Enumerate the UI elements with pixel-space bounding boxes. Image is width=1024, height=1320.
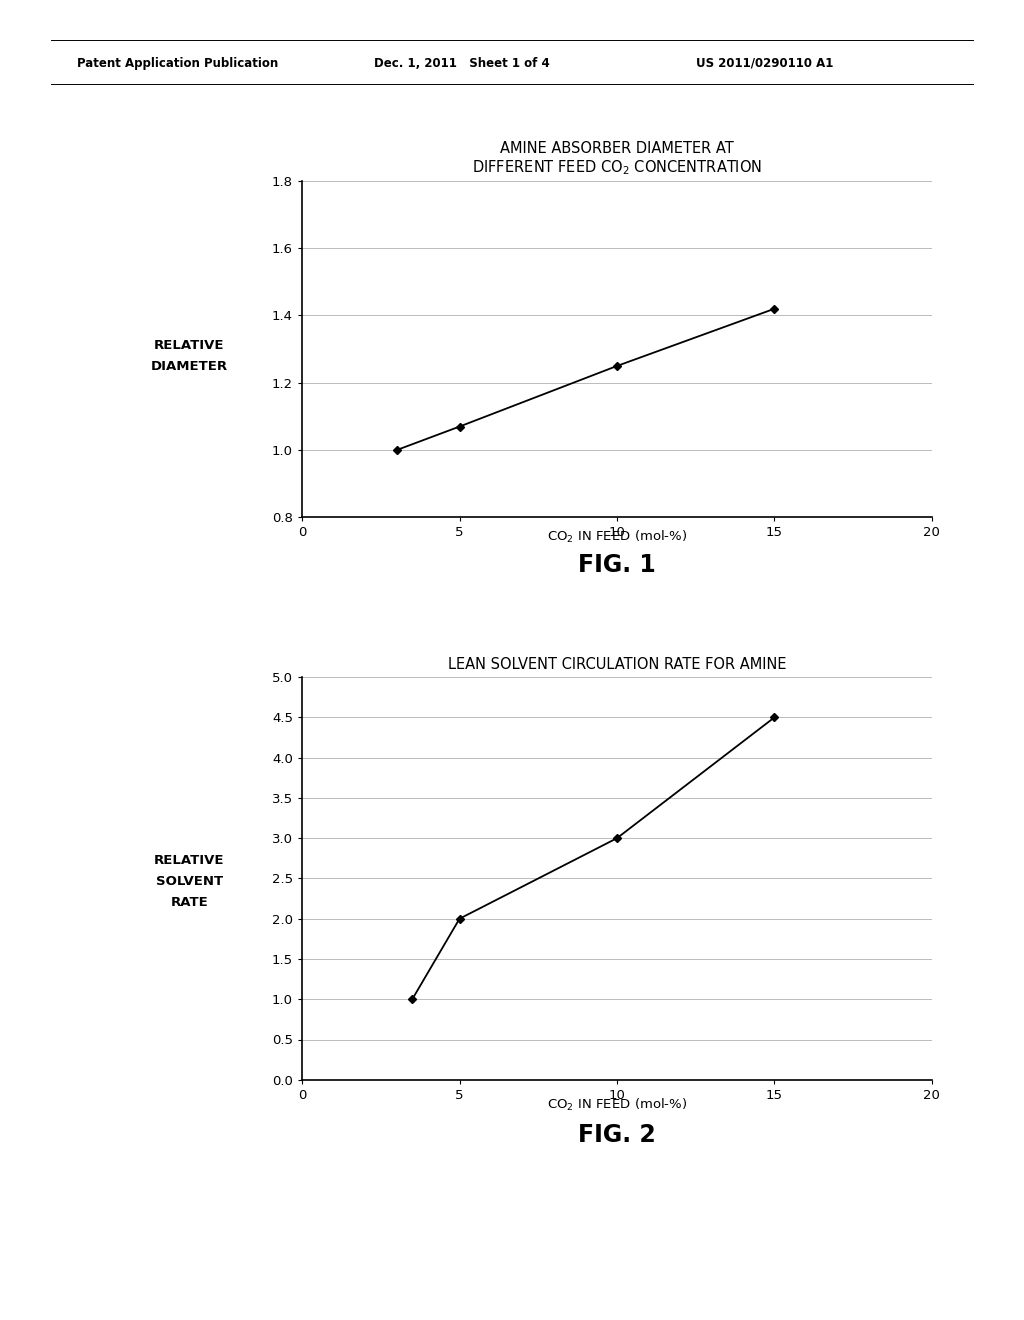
Text: Patent Application Publication: Patent Application Publication: [77, 57, 279, 70]
Text: RELATIVE: RELATIVE: [155, 339, 224, 352]
Text: CO$_{2}$ IN FEED (mol-%): CO$_{2}$ IN FEED (mol-%): [547, 1097, 687, 1113]
Title: AMINE ABSORBER DIAMETER AT
DIFFERENT FEED CO$_{2}$ CONCENTRATION: AMINE ABSORBER DIAMETER AT DIFFERENT FEE…: [472, 141, 762, 177]
Text: DIAMETER: DIAMETER: [151, 360, 228, 374]
Text: RATE: RATE: [171, 896, 208, 909]
Text: FIG. 2: FIG. 2: [579, 1123, 655, 1147]
Title: LEAN SOLVENT CIRCULATION RATE FOR AMINE: LEAN SOLVENT CIRCULATION RATE FOR AMINE: [447, 657, 786, 672]
Text: CO$_{2}$ IN FEED (mol-%): CO$_{2}$ IN FEED (mol-%): [547, 529, 687, 545]
Text: RELATIVE: RELATIVE: [155, 854, 224, 867]
Text: Dec. 1, 2011   Sheet 1 of 4: Dec. 1, 2011 Sheet 1 of 4: [374, 57, 550, 70]
Text: US 2011/0290110 A1: US 2011/0290110 A1: [696, 57, 834, 70]
Text: FIG. 1: FIG. 1: [579, 553, 655, 577]
Text: SOLVENT: SOLVENT: [156, 875, 223, 888]
